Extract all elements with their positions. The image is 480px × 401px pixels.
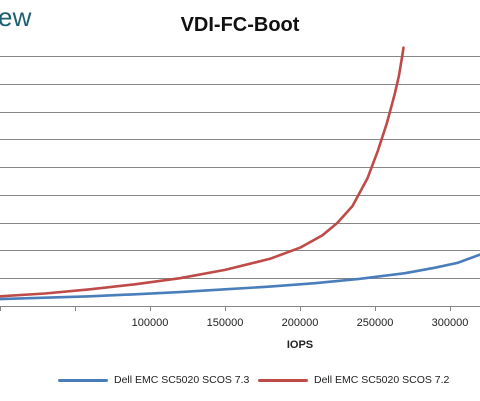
legend-item-scos-7-3: Dell EMC SC5020 SCOS 7.3 <box>58 372 249 388</box>
x-tick-label: 250000 <box>357 317 394 329</box>
series-line-0 <box>0 253 480 301</box>
legend-label-scos-7-3: Dell EMC SC5020 SCOS 7.3 <box>114 374 250 386</box>
x-tick-label: 300000 <box>432 317 469 329</box>
x-axis-title: IOPS <box>287 339 313 351</box>
x-tick-label: 150000 <box>207 317 244 329</box>
legend: Dell EMC SC5020 SCOS 7.3 Dell EMC SC5020… <box>0 372 480 388</box>
series-line-1 <box>0 46 405 298</box>
legend-item-scos-7-2: Dell EMC SC5020 SCOS 7.2 <box>258 372 449 388</box>
legend-swatch-scos-7-3 <box>58 378 108 382</box>
legend-label-scos-7-2: Dell EMC SC5020 SCOS 7.2 <box>314 374 450 386</box>
legend-swatch-scos-7-2 <box>258 378 308 382</box>
chart-title: VDI-FC-Boot <box>180 14 300 36</box>
x-tick-label: 200000 <box>282 317 319 329</box>
x-tick-label: 100000 <box>132 317 169 329</box>
brand-logo-fragment: ew <box>0 2 32 32</box>
